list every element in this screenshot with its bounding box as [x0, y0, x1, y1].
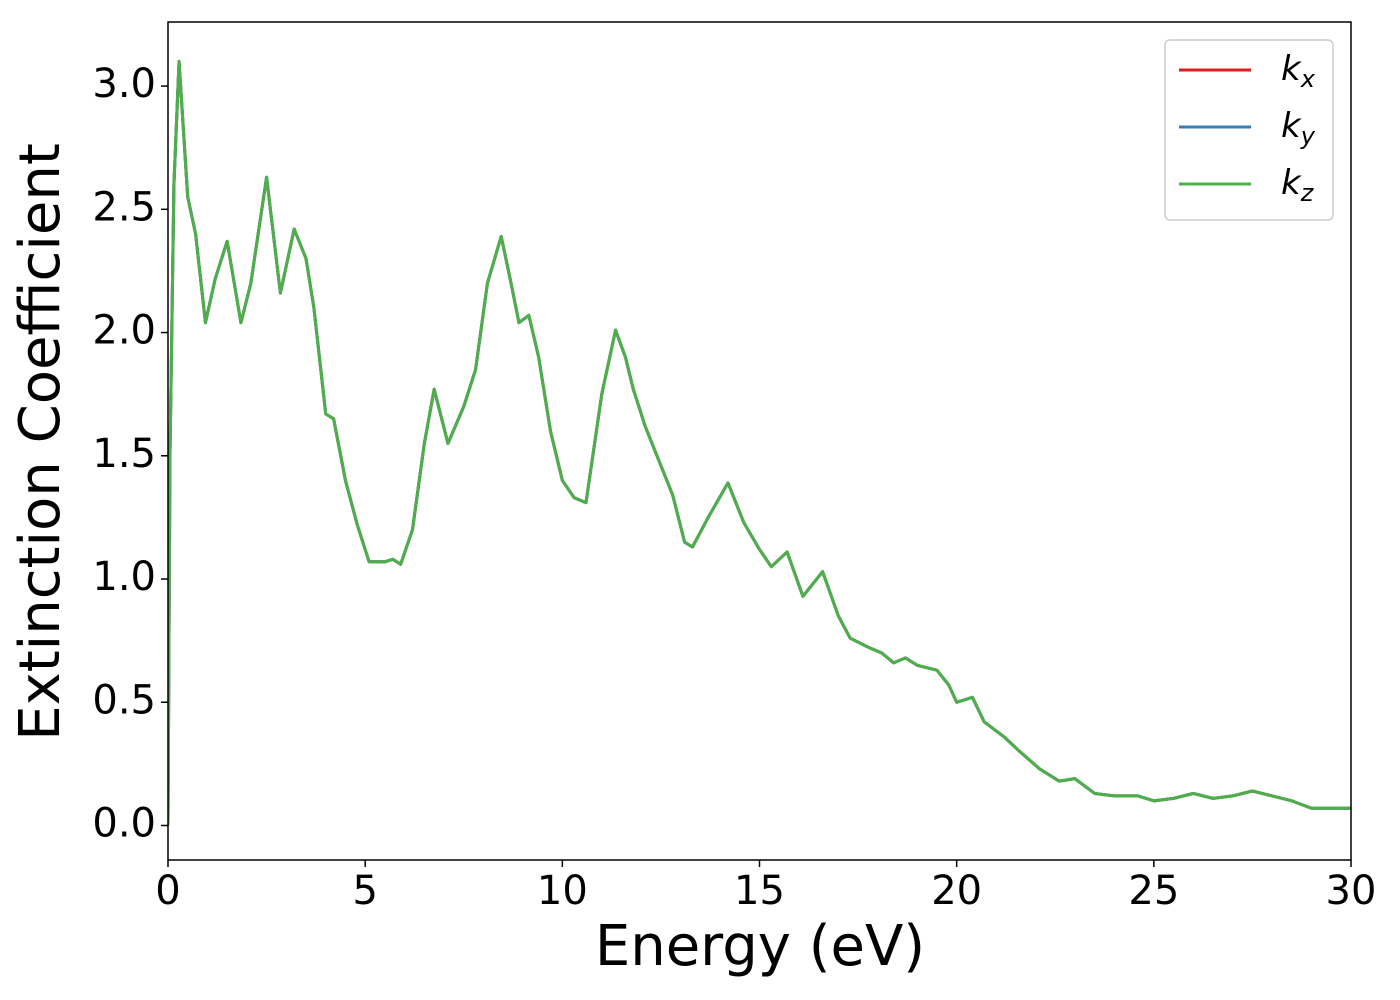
- x-tick-label: 25: [1128, 868, 1179, 914]
- x-tick-label: 30: [1326, 868, 1377, 914]
- x-tick-label: 5: [352, 868, 377, 914]
- y-tick-label: 2.0: [92, 308, 156, 354]
- legend-label: kz: [1281, 163, 1315, 208]
- x-tick-label: 15: [734, 868, 785, 914]
- y-tick-label: 3.0: [92, 61, 156, 107]
- x-tick-label: 20: [931, 868, 982, 914]
- plot-frame: [167, 21, 1352, 861]
- legend-box: [1164, 39, 1334, 221]
- y-tick-label: 0.5: [92, 677, 156, 723]
- legend-label: ky: [1281, 106, 1316, 151]
- y-tick-label: 2.5: [92, 184, 156, 230]
- y-axis-label: Extinction Coefficient: [8, 143, 73, 741]
- y-tick-label: 0.0: [92, 800, 156, 846]
- x-axis-label: Energy (eV): [595, 914, 925, 979]
- data-line: [168, 59, 1351, 826]
- y-tick-label: 1.5: [92, 431, 156, 477]
- x-tick-label: 0: [155, 868, 180, 914]
- y-tick-label: 1.0: [92, 554, 156, 600]
- legend-label: kx: [1281, 49, 1316, 94]
- x-tick-label: 10: [537, 868, 588, 914]
